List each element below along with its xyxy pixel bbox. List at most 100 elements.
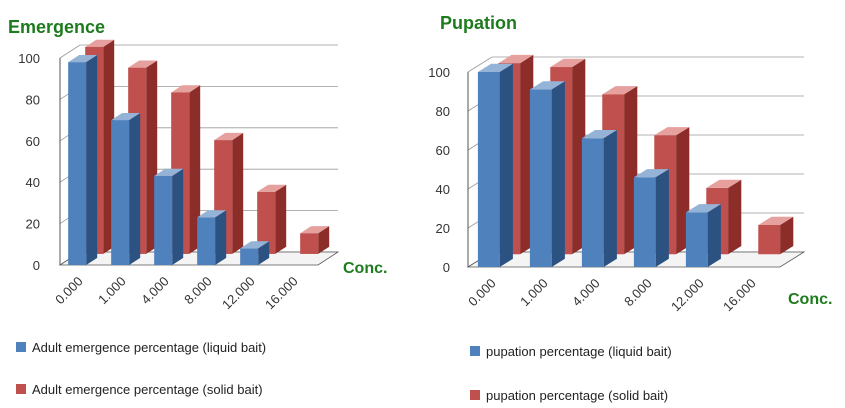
bar: [257, 184, 287, 254]
bar-top: [685, 204, 721, 213]
legend-label: Adult emergence percentage (solid bait): [32, 382, 263, 397]
legend-swatch: [470, 346, 480, 356]
bar-front: [685, 212, 708, 267]
bar-front: [257, 191, 276, 254]
bar-side: [86, 55, 98, 265]
bar-top: [477, 63, 513, 72]
bar-top: [654, 127, 690, 136]
bar-front: [529, 89, 552, 267]
x-tick-label: 16.000: [262, 274, 301, 313]
x-tick-label: 0.000: [52, 274, 86, 308]
x-tick-label: 0.000: [465, 276, 499, 310]
bar-top: [706, 179, 742, 188]
bar: [111, 113, 141, 265]
bar: [68, 55, 98, 265]
bar-side: [172, 168, 184, 265]
bar-top: [581, 130, 617, 139]
x-tick-label: 4.000: [569, 276, 603, 310]
bar: [477, 63, 513, 267]
bar: [758, 216, 794, 255]
bar-front: [197, 217, 216, 265]
x-tick-label: 8.000: [621, 276, 655, 310]
x-tick-label: 8.000: [181, 274, 215, 308]
bar-front: [477, 72, 500, 267]
bar-top: [240, 241, 270, 249]
bar: [581, 130, 617, 267]
legend-label: Adult emergence percentage (liquid bait): [32, 340, 266, 355]
gridline-side: [467, 56, 493, 73]
bar-top: [111, 113, 141, 121]
y-tick-label: 0: [443, 260, 450, 275]
bar: [197, 210, 227, 265]
bar: [529, 81, 565, 267]
chart-title: Emergence: [8, 17, 105, 37]
legend-label: pupation percentage (liquid bait): [486, 344, 672, 359]
y-tick-label: 0: [33, 258, 40, 273]
bar-side: [551, 81, 565, 267]
bar: [240, 241, 270, 265]
bar-front: [300, 233, 319, 254]
bar-top: [300, 226, 330, 234]
y-tick-label: 20: [26, 217, 40, 232]
bar-top: [154, 168, 184, 176]
bar-top: [633, 169, 669, 178]
bar-top: [529, 81, 565, 90]
bar-side: [655, 169, 669, 267]
x-tick-label: 12.000: [219, 274, 258, 313]
bar-side: [232, 132, 244, 254]
bar-top: [602, 86, 638, 95]
chart-title: Pupation: [440, 13, 517, 33]
y-tick-label: 100: [18, 51, 40, 66]
bar-top: [758, 216, 794, 225]
y-tick-label: 80: [436, 104, 450, 119]
x-axis-label: Conc.: [788, 291, 832, 308]
x-tick-label: 12.000: [668, 276, 707, 315]
chart-pupation: Pupation 0 20 40 60 80 100 0.000 1.000 4.000 8.000…: [428, 13, 832, 403]
legend-item: pupation percentage (liquid bait): [470, 344, 672, 359]
x-tick-label: 1.000: [517, 276, 551, 310]
bar-top: [128, 60, 158, 68]
bar-side: [318, 226, 330, 254]
bar-front: [68, 62, 87, 265]
bar-top: [68, 55, 98, 63]
bar-top: [197, 210, 227, 218]
bar-side: [707, 204, 721, 267]
bar: [300, 226, 330, 254]
bar-top: [498, 54, 534, 64]
legend-item: Adult emergence percentage (solid bait): [16, 382, 263, 397]
bar-front: [111, 120, 130, 265]
bar-top: [257, 184, 287, 192]
bar-top: [171, 85, 201, 93]
bar: [154, 168, 184, 265]
x-tick-label: 4.000: [138, 274, 172, 308]
bar-side: [603, 130, 617, 267]
legend-item: Adult emergence percentage (liquid bait): [16, 340, 266, 355]
bar-side: [499, 63, 513, 267]
bar-side: [780, 216, 794, 255]
y-tick-label: 100: [428, 65, 450, 80]
bar-side: [129, 113, 141, 265]
x-tick-label: 1.000: [95, 274, 129, 308]
bar-side: [275, 184, 287, 254]
bar-front: [633, 177, 656, 267]
bar-side: [258, 241, 270, 265]
y-tick-label: 60: [26, 134, 40, 149]
legend-label: pupation percentage (solid bait): [486, 388, 668, 403]
bar-top: [85, 39, 115, 47]
bar-side: [215, 210, 227, 265]
bar-front: [758, 225, 781, 255]
bar: [685, 204, 721, 267]
bar-front: [581, 138, 604, 267]
bar-front: [240, 248, 259, 265]
y-tick-label: 80: [26, 92, 40, 107]
bar-side: [189, 85, 201, 254]
bar-side: [728, 179, 742, 255]
chart-emergence: Emergence 0 20 40 60 80 100 0.000 1.000 4.000 8.00…: [8, 17, 387, 397]
gridline-side: [59, 44, 81, 59]
bar-top: [550, 58, 586, 68]
legend-swatch: [16, 384, 26, 394]
legend-swatch: [16, 342, 26, 352]
legend-swatch: [470, 390, 480, 400]
y-tick-label: 60: [436, 143, 450, 158]
